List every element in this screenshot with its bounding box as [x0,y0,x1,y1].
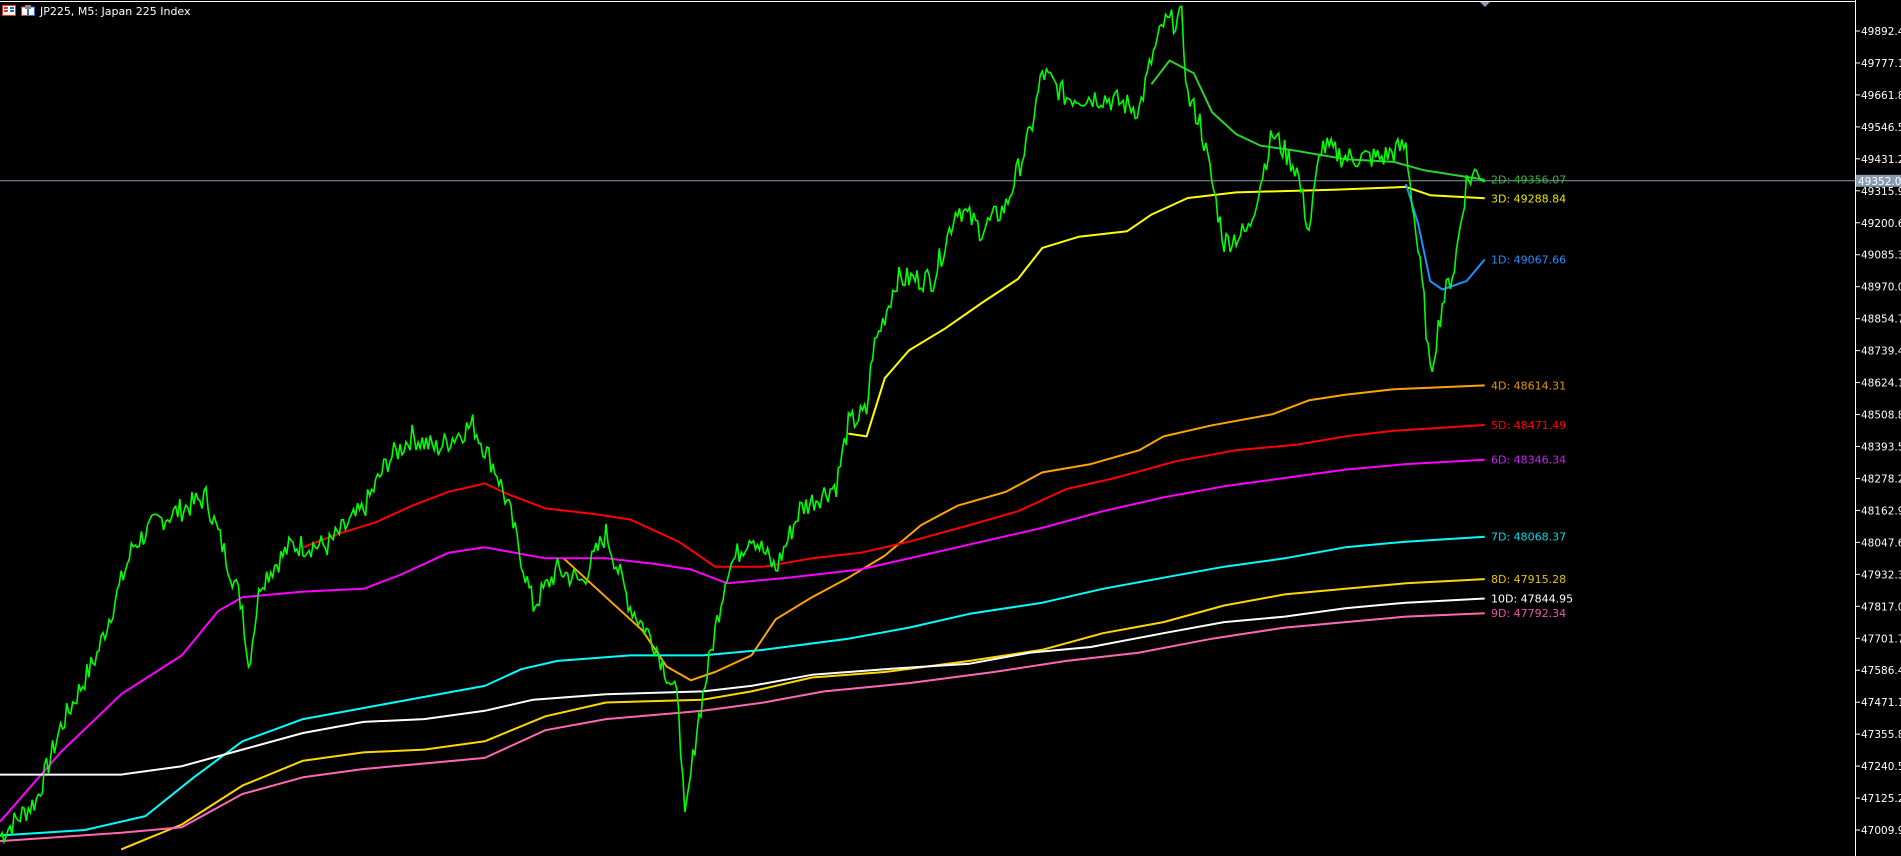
y-tick-label: 48162.90 [1861,505,1901,517]
price-axis: 49892.40 49777.10 49661.80 49546.50 49431.20… [1855,26,1901,837]
ma-label-10D: 10D: 47844.95 [1491,593,1573,606]
y-tick-label: 48278.20 [1861,473,1901,485]
y-tick-label: 48854.70 [1861,314,1901,326]
ma-label-1D: 1D: 49067.66 [1491,254,1566,267]
y-tick-label: 48739.40 [1861,346,1901,358]
current-price-tag [1856,174,1901,187]
y-tick-label: 48508.80 [1861,410,1901,422]
y-tick-label: 49085.30 [1861,250,1901,262]
ma-line-4D [562,384,1485,682]
y-tick-label: 47009.90 [1861,825,1901,837]
y-tick-label: 49315.90 [1861,186,1901,198]
ma-line-5D [302,424,1485,568]
ma-line-10D [0,597,1485,776]
chart-window-icon [2,5,16,16]
price-line [0,5,1486,845]
indicator-labels: 2D: 49356.07 3D: 49288.84 1D: 49067.66 4D: … [1491,174,1573,621]
y-tick-label: 48970.00 [1861,282,1901,294]
y-tick-label: 47240.50 [1861,761,1901,773]
ma-label-9D: 9D: 47792.34 [1491,607,1566,620]
y-tick-label: 49431.20 [1861,154,1901,166]
y-tick-label: 47932.30 [1861,569,1901,581]
chart-title: JP225, M5: Japan 225 Index [40,5,191,18]
y-tick-label: 47471.10 [1861,697,1901,709]
ma-label-3D: 3D: 49288.84 [1491,192,1566,205]
y-tick-label: 49661.80 [1861,90,1901,102]
shift-marker-icon[interactable] [1480,2,1490,7]
ma-label-5D: 5D: 48471.49 [1491,419,1566,432]
y-tick-label: 49777.10 [1861,58,1901,70]
ma-line-1D [1404,183,1486,291]
ma-label-8D: 8D: 47915.28 [1491,573,1566,586]
chart-type-icon [21,5,35,16]
ma-line-7D [0,535,1485,837]
indicator-lines [0,5,1855,851]
y-tick-label: 47586.40 [1861,665,1901,677]
ma-line-3D [848,185,1485,438]
ma-label-6D: 6D: 48346.34 [1491,454,1566,467]
ma-line-6D [0,458,1485,823]
ma-label-2D: 2D: 49356.07 [1491,174,1566,187]
y-tick-label: 48624.10 [1861,378,1901,390]
y-tick-label: 47701.70 [1861,633,1901,645]
y-tick-label: 49200.60 [1861,218,1901,230]
y-tick-label: 49546.50 [1861,122,1901,134]
y-tick-label: 47817.00 [1861,601,1901,613]
y-tick-label: 47355.80 [1861,729,1901,741]
y-tick-label: 47125.20 [1861,793,1901,805]
y-tick-label: 48393.50 [1861,441,1901,453]
ma-line-8D [120,578,1485,851]
ma-line-2D [1150,59,1485,181]
ma-line-9D [0,612,1485,843]
y-tick-label: 49892.40 [1861,26,1901,38]
current-price-label: 49352.00 [1858,176,1901,188]
ma-label-4D: 4D: 48614.31 [1491,379,1566,392]
y-tick-label: 48047.60 [1861,537,1901,549]
ma-label-7D: 7D: 48068.37 [1491,531,1566,544]
